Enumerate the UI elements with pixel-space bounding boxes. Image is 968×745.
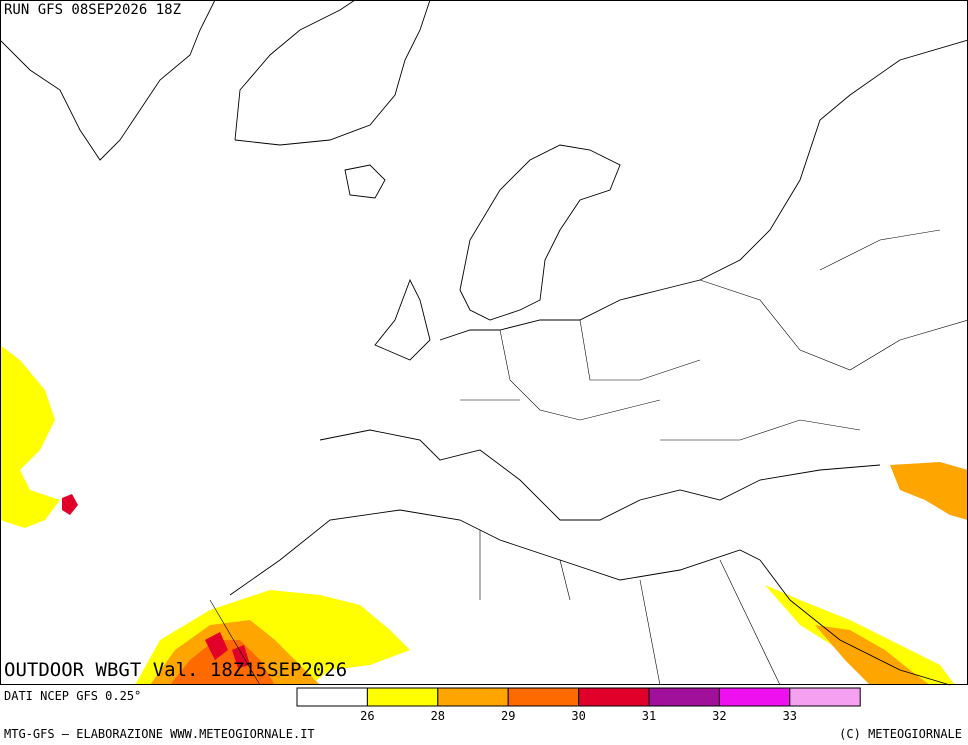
legend-swatch <box>578 687 650 707</box>
legend-swatch <box>789 687 861 707</box>
legend-tick-label: 33 <box>783 709 797 723</box>
copyright-label: (C) METEOGIORNALE <box>839 727 962 741</box>
legend: 26 28 29 30 31 32 33 <box>296 687 861 723</box>
legend-swatch <box>366 687 439 707</box>
legend-tick-label: 26 <box>360 709 374 723</box>
legend-swatch <box>718 687 791 707</box>
run-label: RUN GFS 08SEP2026 18Z <box>4 2 181 18</box>
legend-swatch <box>648 687 720 707</box>
legend-tick-label: 31 <box>642 709 656 723</box>
source-label: DATI NCEP GFS 0.25° <box>4 689 141 703</box>
legend-tick-label: 30 <box>571 709 585 723</box>
credit-label: MTG-GFS — ELABORAZIONE WWW.METEOGIORNALE… <box>4 727 315 741</box>
legend-swatch <box>507 687 580 707</box>
legend-swatch <box>296 687 368 707</box>
legend-swatch <box>437 687 509 707</box>
legend-tick-label: 28 <box>431 709 445 723</box>
legend-tick-label: 32 <box>712 709 726 723</box>
map-title: OUTDOOR WBGT Val. 18Z15SEP2026 <box>4 659 347 681</box>
heat-areas <box>0 345 968 685</box>
country-borders <box>209 229 968 686</box>
legend-tick-label: 29 <box>501 709 515 723</box>
